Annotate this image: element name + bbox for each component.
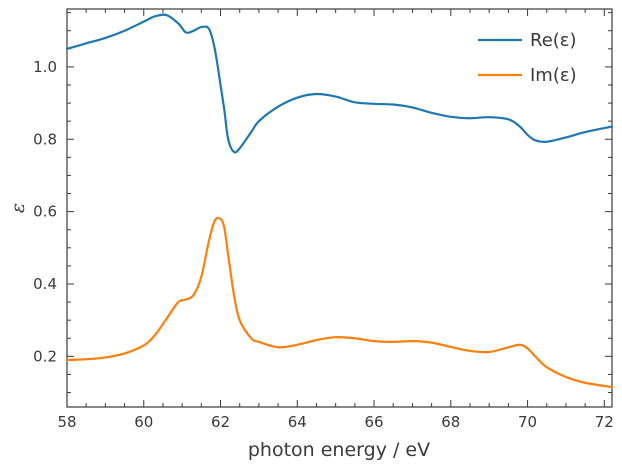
series-layer [65,13,614,389]
x-tick-label: 64 [288,413,307,431]
y-tick-label: 0.8 [33,130,57,148]
y-tick-label: 1.0 [33,58,57,76]
legend-label-re: Re(ε) [530,30,577,51]
series-line-im [65,216,614,389]
y-axis-label: ε [7,203,29,213]
y-tick-label: 0.4 [33,275,57,293]
series-line-re [65,13,614,154]
x-tick-label: 68 [441,413,460,431]
legend-label-im: Im(ε) [530,65,577,86]
x-tick-label: 58 [57,413,76,431]
plot-area-frame [66,8,613,408]
x-axis: 58 60 62 64 66 68 70 72 [57,9,614,431]
x-tick-label: 60 [134,413,153,431]
x-tick-label: 70 [518,413,537,431]
y-tick-label: 0.6 [33,203,57,221]
x-tick-label: 72 [595,413,614,431]
y-tick-label: 0.2 [33,347,57,365]
x-axis-label: photon energy / eV [248,439,430,461]
x-tick-label: 66 [364,413,383,431]
legend: Re(ε) Im(ε) [478,30,577,86]
y-axis: 0.2 0.4 0.6 0.8 1.0 [33,12,612,394]
x-tick-label: 62 [211,413,230,431]
